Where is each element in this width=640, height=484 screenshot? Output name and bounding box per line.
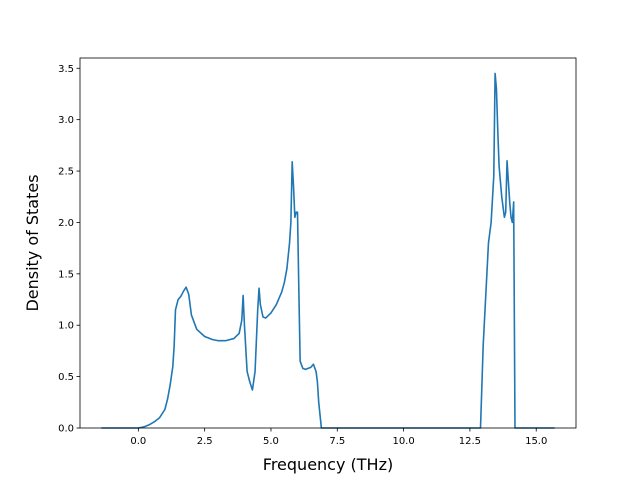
axes-frame bbox=[79, 57, 577, 429]
x-tick-label: 10.0 bbox=[392, 436, 414, 447]
x-tick-label: 7.5 bbox=[329, 436, 345, 447]
y-tick-label: 3.5 bbox=[58, 64, 74, 75]
x-axis-title: Frequency (THz) bbox=[263, 455, 393, 474]
x-axis: 0.0 2.5 5.0 7.5 10.0 12.5 15.0 bbox=[130, 428, 547, 447]
plot-area bbox=[101, 72, 555, 429]
y-tick-label: 0.0 bbox=[58, 424, 74, 435]
y-tick-label: 1.5 bbox=[58, 269, 74, 280]
y-tick-label: 1.0 bbox=[58, 321, 74, 332]
y-axis: 0.0 0.5 1.0 1.5 2.0 2.5 3.0 3.5 bbox=[58, 64, 80, 435]
y-tick-label: 0.5 bbox=[58, 372, 74, 383]
x-tick-label: 2.5 bbox=[197, 436, 213, 447]
y-axis-title: Density of States bbox=[23, 174, 42, 311]
y-tick-label: 3.0 bbox=[58, 115, 74, 126]
y-tick-label: 2.5 bbox=[58, 167, 74, 178]
x-tick-label: 15.0 bbox=[525, 436, 547, 447]
x-tick-label: 12.5 bbox=[459, 436, 481, 447]
y-tick-label: 2.0 bbox=[58, 218, 74, 229]
x-tick-label: 0.0 bbox=[130, 436, 146, 447]
dos-series-line-0 bbox=[101, 72, 555, 429]
x-tick-label: 5.0 bbox=[263, 436, 279, 447]
